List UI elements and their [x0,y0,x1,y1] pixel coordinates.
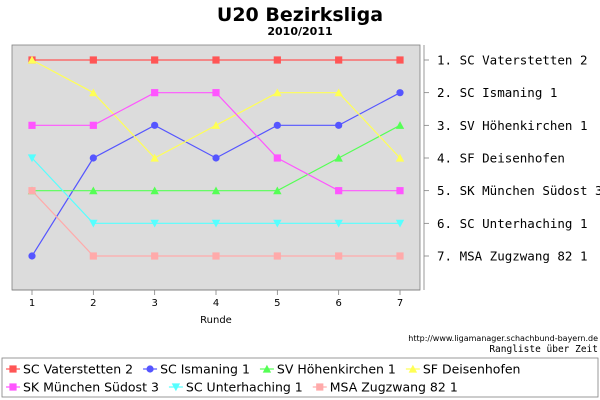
data-point [273,121,281,129]
legend: SC Vaterstetten 2 SC Ismaning 1 SV Höhenki… [6,362,520,395]
data-point [396,187,404,195]
data-point [273,252,281,260]
x-tick-label: 5 [274,298,280,309]
ranking-label: 1. SC Vaterstetten 2 [437,53,588,68]
data-point [211,186,221,195]
data-point [396,89,404,97]
series-sc-unterhaching-1 [27,154,405,228]
data-point [151,89,159,97]
data-point [151,252,159,260]
legend-item: SF Deisenhofen [405,362,521,377]
ranking-label: 6. SC Unterhaching 1 [437,216,588,231]
data-point [212,56,220,64]
data-point [395,153,405,162]
legend-marker [316,383,324,391]
data-point [395,219,405,228]
data-point [28,252,36,260]
legend-item: SV Höhenkirchen 1 [259,362,396,377]
data-point [273,88,282,97]
data-point [151,121,159,129]
data-point [335,252,343,260]
data-point [89,219,98,228]
ranking-label: 2. SC Ismaning 1 [437,85,557,100]
data-point [273,186,282,195]
legend-box [1,357,599,398]
ranking-label: 3. SV Höhenkirchen 1 [437,118,588,133]
data-point [150,186,159,195]
x-tick-label: 6 [335,298,341,309]
source-url[interactable]: http://www.ligamanager.schachbund-bayern… [408,334,598,343]
legend-label: SC Ismaning 1 [160,362,250,377]
data-point [89,56,97,64]
legend-label: MSA Zugzwang 82 1 [330,380,458,395]
legend-item: SC Unterhaching 1 [168,380,303,395]
x-tick-label: 2 [90,298,96,309]
legend-marker [9,365,17,373]
data-point [150,153,159,162]
x-tick-label: 7 [397,298,403,309]
x-axis-label: Runde [200,315,232,326]
legend-label: SC Unterhaching 1 [186,380,303,395]
data-point [335,121,343,129]
data-point [395,121,405,129]
data-point [89,88,98,97]
data-point [273,219,282,228]
legend-marker [262,364,272,373]
data-point [27,55,37,64]
legend-label: SK München Südost 3 [23,380,159,395]
data-point [273,154,281,162]
legend-item: MSA Zugzwang 82 1 [312,380,458,395]
data-point [27,154,37,163]
data-point [89,252,97,260]
data-point [212,252,220,260]
data-point [396,56,404,64]
x-tick-label: 4 [213,298,219,309]
ranking-label: 7. MSA Zugzwang 82 1 [437,249,588,264]
data-point [396,252,404,260]
legend-label: SC Vaterstetten 2 [23,362,133,377]
series-sf-deisenhofen [27,55,405,162]
series-layer [27,55,405,260]
series-sk-m-nchen-s-dost-3 [28,89,404,195]
legend-label: SV Höhenkirchen 1 [277,362,396,377]
x-axis-ticks: 1 2 3 4 5 6 7 [29,290,403,309]
chart-subtitle: 2010/2011 [267,25,332,38]
ranking-axis: 1. SC Vaterstetten 2 2. SC Ismaning 1 3. S… [424,53,600,264]
legend-marker [171,383,181,392]
ranking-label: 4. SF Deisenhofen [437,151,565,166]
legend-item: SC Vaterstetten 2 [6,362,133,377]
chart-caption: Rangliste über Zeit [489,344,598,355]
x-tick-label: 3 [151,298,157,309]
data-point [334,219,343,228]
legend-marker [408,364,418,373]
series-sc-ismaning-1 [28,89,404,260]
data-point [211,121,221,129]
data-point [212,154,220,162]
x-tick-label: 1 [29,298,35,309]
legend-marker [9,383,17,391]
ranking-label: 5. SK München Südost 3 [437,183,600,198]
data-point [335,56,343,64]
legend-marker [146,365,154,373]
data-point [28,187,36,195]
data-point [212,89,220,97]
legend-item: SK München Südost 3 [6,380,159,395]
data-point [273,56,281,64]
data-point [89,121,97,129]
data-point [335,187,343,195]
data-point [150,219,159,228]
chart-title: U20 Bezirksliga [217,4,383,26]
data-point [89,154,97,162]
legend-item: SC Ismaning 1 [143,362,250,377]
data-point [89,186,98,195]
legend-label: SF Deisenhofen [423,362,521,377]
series-msa-zugzwang-82-1 [28,187,404,260]
data-point [151,56,159,64]
data-point [28,121,36,129]
data-point [211,219,221,228]
data-point [334,153,343,162]
data-point [334,88,343,97]
